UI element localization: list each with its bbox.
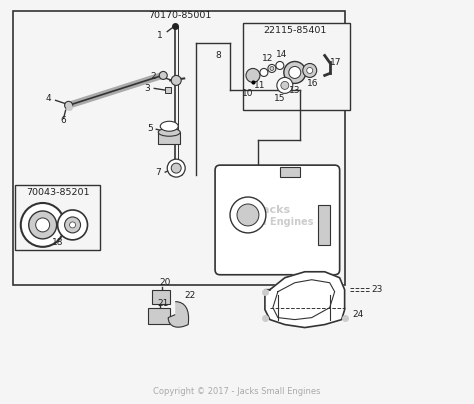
Text: Jacks: Jacks xyxy=(259,205,291,215)
Circle shape xyxy=(70,222,75,228)
Text: 20: 20 xyxy=(160,278,171,287)
Circle shape xyxy=(21,203,64,247)
Bar xyxy=(158,132,180,144)
Bar xyxy=(243,23,350,110)
Bar xyxy=(152,290,170,304)
Circle shape xyxy=(260,68,268,76)
Circle shape xyxy=(64,217,81,233)
Text: Copyright © 2017 - Jacks Small Engines: Copyright © 2017 - Jacks Small Engines xyxy=(153,387,321,396)
Text: 1: 1 xyxy=(157,31,163,40)
Ellipse shape xyxy=(160,121,178,131)
Text: 15: 15 xyxy=(274,94,286,103)
Circle shape xyxy=(58,210,88,240)
PathPatch shape xyxy=(168,302,189,327)
Circle shape xyxy=(237,204,259,226)
Text: Small Engines: Small Engines xyxy=(236,217,314,227)
Text: 16: 16 xyxy=(307,79,319,88)
Circle shape xyxy=(64,101,73,109)
Circle shape xyxy=(284,61,306,83)
Text: 7: 7 xyxy=(155,168,161,177)
Circle shape xyxy=(270,67,274,70)
Circle shape xyxy=(36,218,50,232)
Bar xyxy=(13,11,345,285)
Ellipse shape xyxy=(158,128,180,136)
Text: 6: 6 xyxy=(61,116,66,125)
Bar xyxy=(280,167,300,177)
Text: 22115-85401: 22115-85401 xyxy=(263,26,327,35)
Text: 70043-85201: 70043-85201 xyxy=(26,187,90,196)
FancyBboxPatch shape xyxy=(215,165,340,275)
Text: 70170-85001: 70170-85001 xyxy=(148,11,212,20)
Circle shape xyxy=(277,78,293,93)
Circle shape xyxy=(171,163,181,173)
Circle shape xyxy=(307,67,313,74)
Bar xyxy=(15,185,100,250)
Circle shape xyxy=(159,72,167,80)
Text: 17: 17 xyxy=(330,58,341,67)
Bar xyxy=(318,205,330,245)
Text: 2: 2 xyxy=(150,72,156,81)
Text: 12: 12 xyxy=(262,54,273,63)
Circle shape xyxy=(268,65,276,72)
Text: 14: 14 xyxy=(276,50,288,59)
Circle shape xyxy=(171,76,181,85)
Text: 8: 8 xyxy=(215,51,221,60)
Text: 5: 5 xyxy=(147,124,153,133)
Circle shape xyxy=(281,82,289,89)
Circle shape xyxy=(167,159,185,177)
Text: 4: 4 xyxy=(46,94,52,103)
Circle shape xyxy=(289,67,301,78)
Text: 3: 3 xyxy=(145,84,150,93)
Polygon shape xyxy=(265,272,345,328)
Bar xyxy=(148,307,170,324)
Circle shape xyxy=(276,61,284,69)
Text: 22: 22 xyxy=(184,291,196,300)
Circle shape xyxy=(29,211,56,239)
Text: 13: 13 xyxy=(289,86,301,95)
Text: 18: 18 xyxy=(52,238,64,247)
Text: 10: 10 xyxy=(242,89,254,98)
Text: 24: 24 xyxy=(352,310,363,319)
Text: 21: 21 xyxy=(157,299,169,308)
Circle shape xyxy=(246,68,260,82)
Circle shape xyxy=(303,63,317,78)
Circle shape xyxy=(230,197,266,233)
Text: 23: 23 xyxy=(372,285,383,294)
Text: 11: 11 xyxy=(254,81,265,90)
